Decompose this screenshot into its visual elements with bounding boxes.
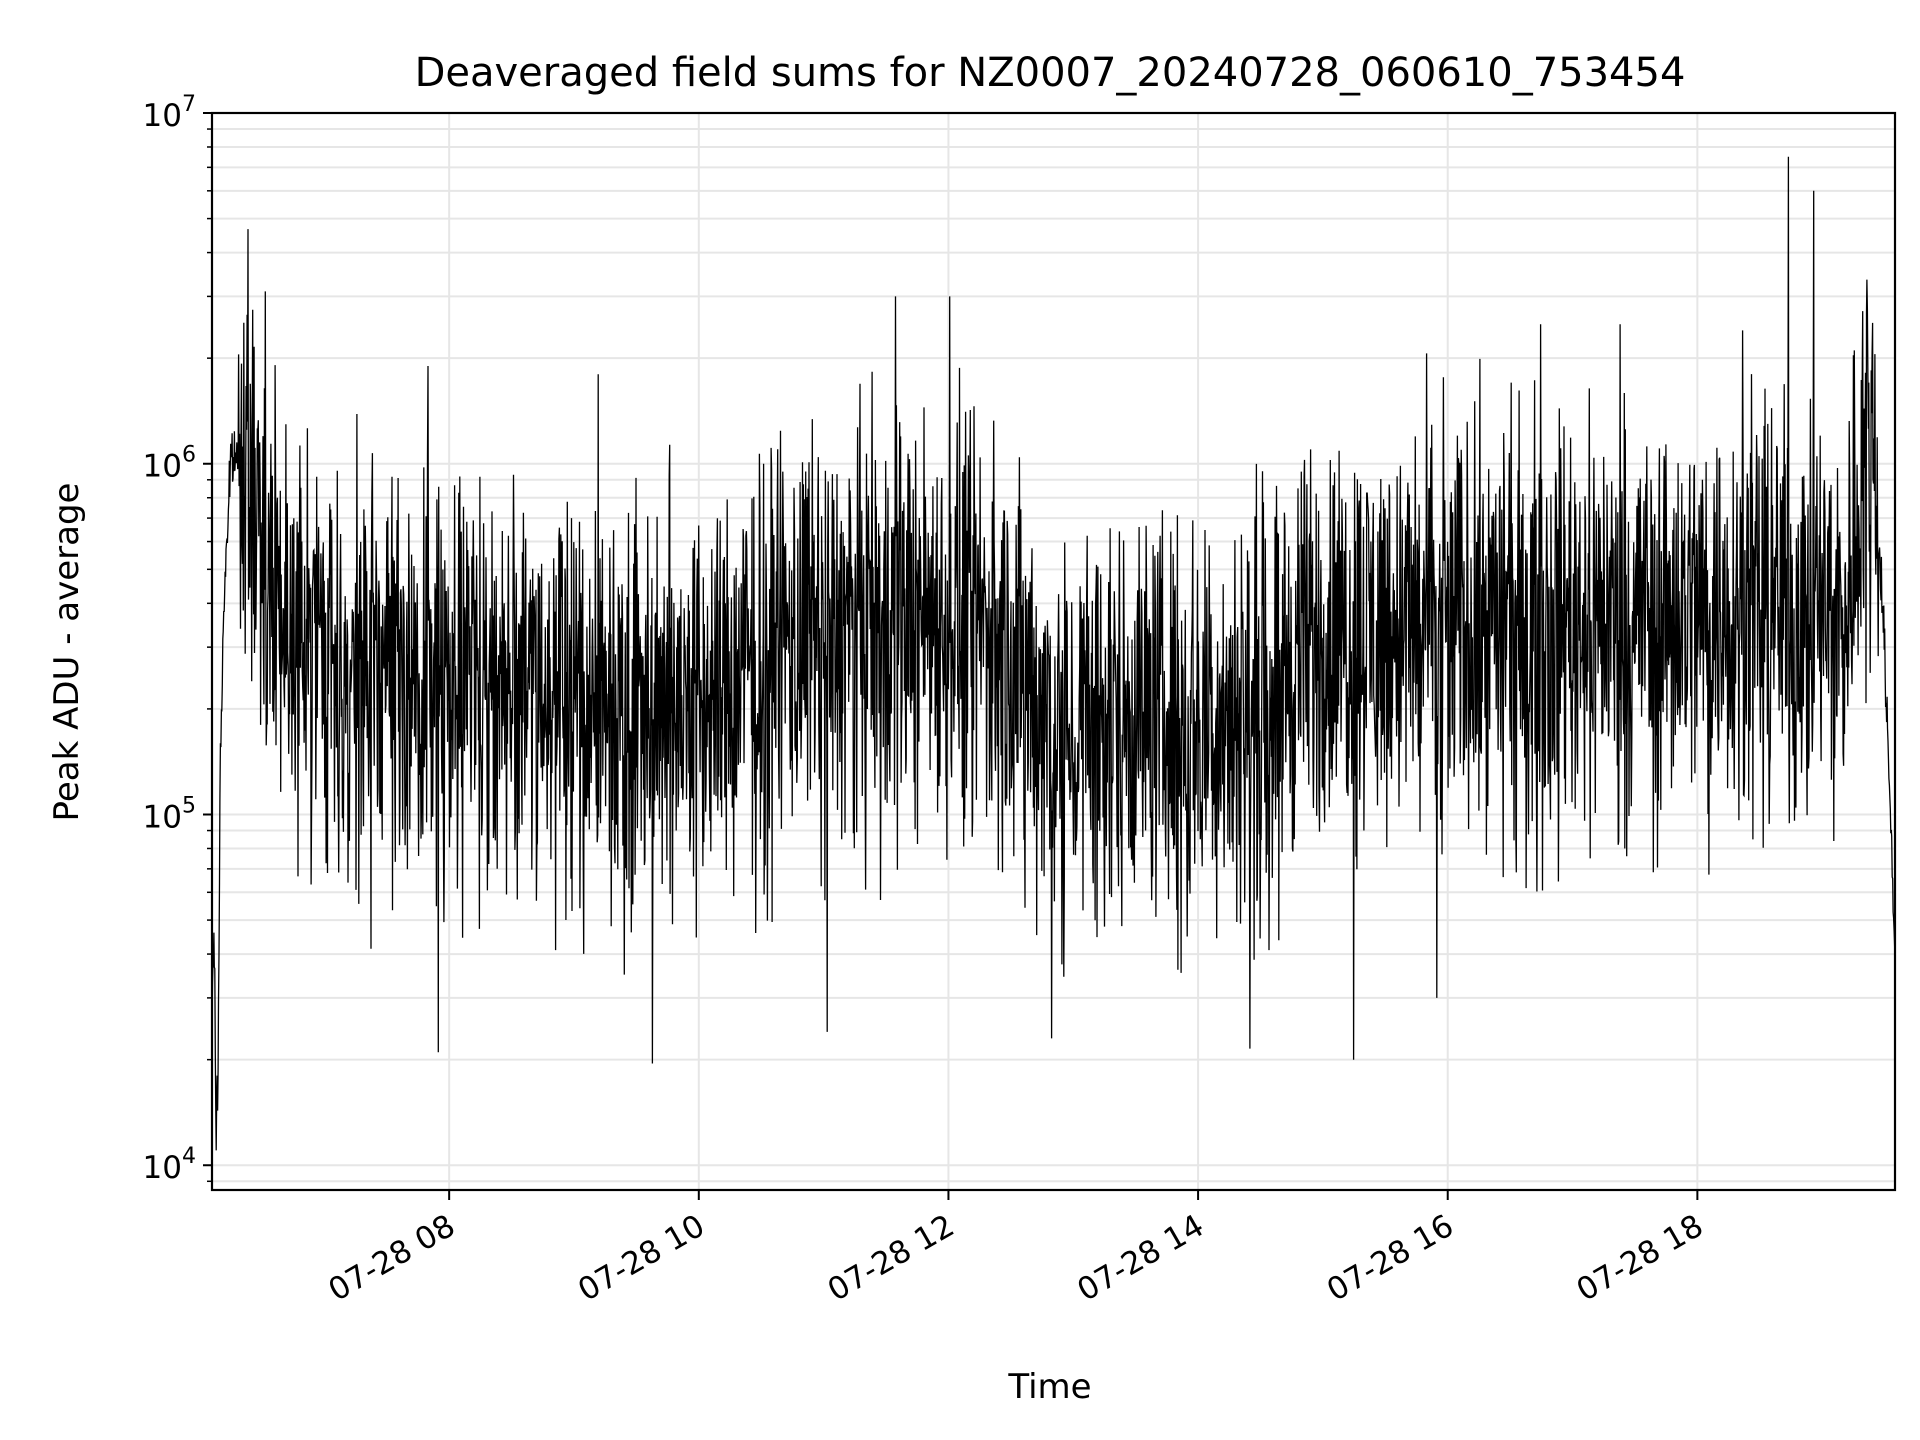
y-tick-label: 106 — [143, 443, 196, 485]
data-series — [211, 156, 1896, 1151]
chart-title: Deaveraged field sums for NZ0007_2024072… — [415, 50, 1686, 96]
series-line — [211, 156, 1896, 1151]
y-tick-label: 104 — [143, 1144, 196, 1186]
y-tick-label: 107 — [143, 92, 196, 134]
y-tick-label: 105 — [143, 793, 196, 835]
y-axis-ticks: 104 105 106 107 — [143, 92, 212, 1186]
x-axis-label: Time — [1007, 1367, 1091, 1407]
y-axis-label: Peak ADU - average — [47, 483, 87, 822]
plot-frame — [210, 111, 1897, 1192]
